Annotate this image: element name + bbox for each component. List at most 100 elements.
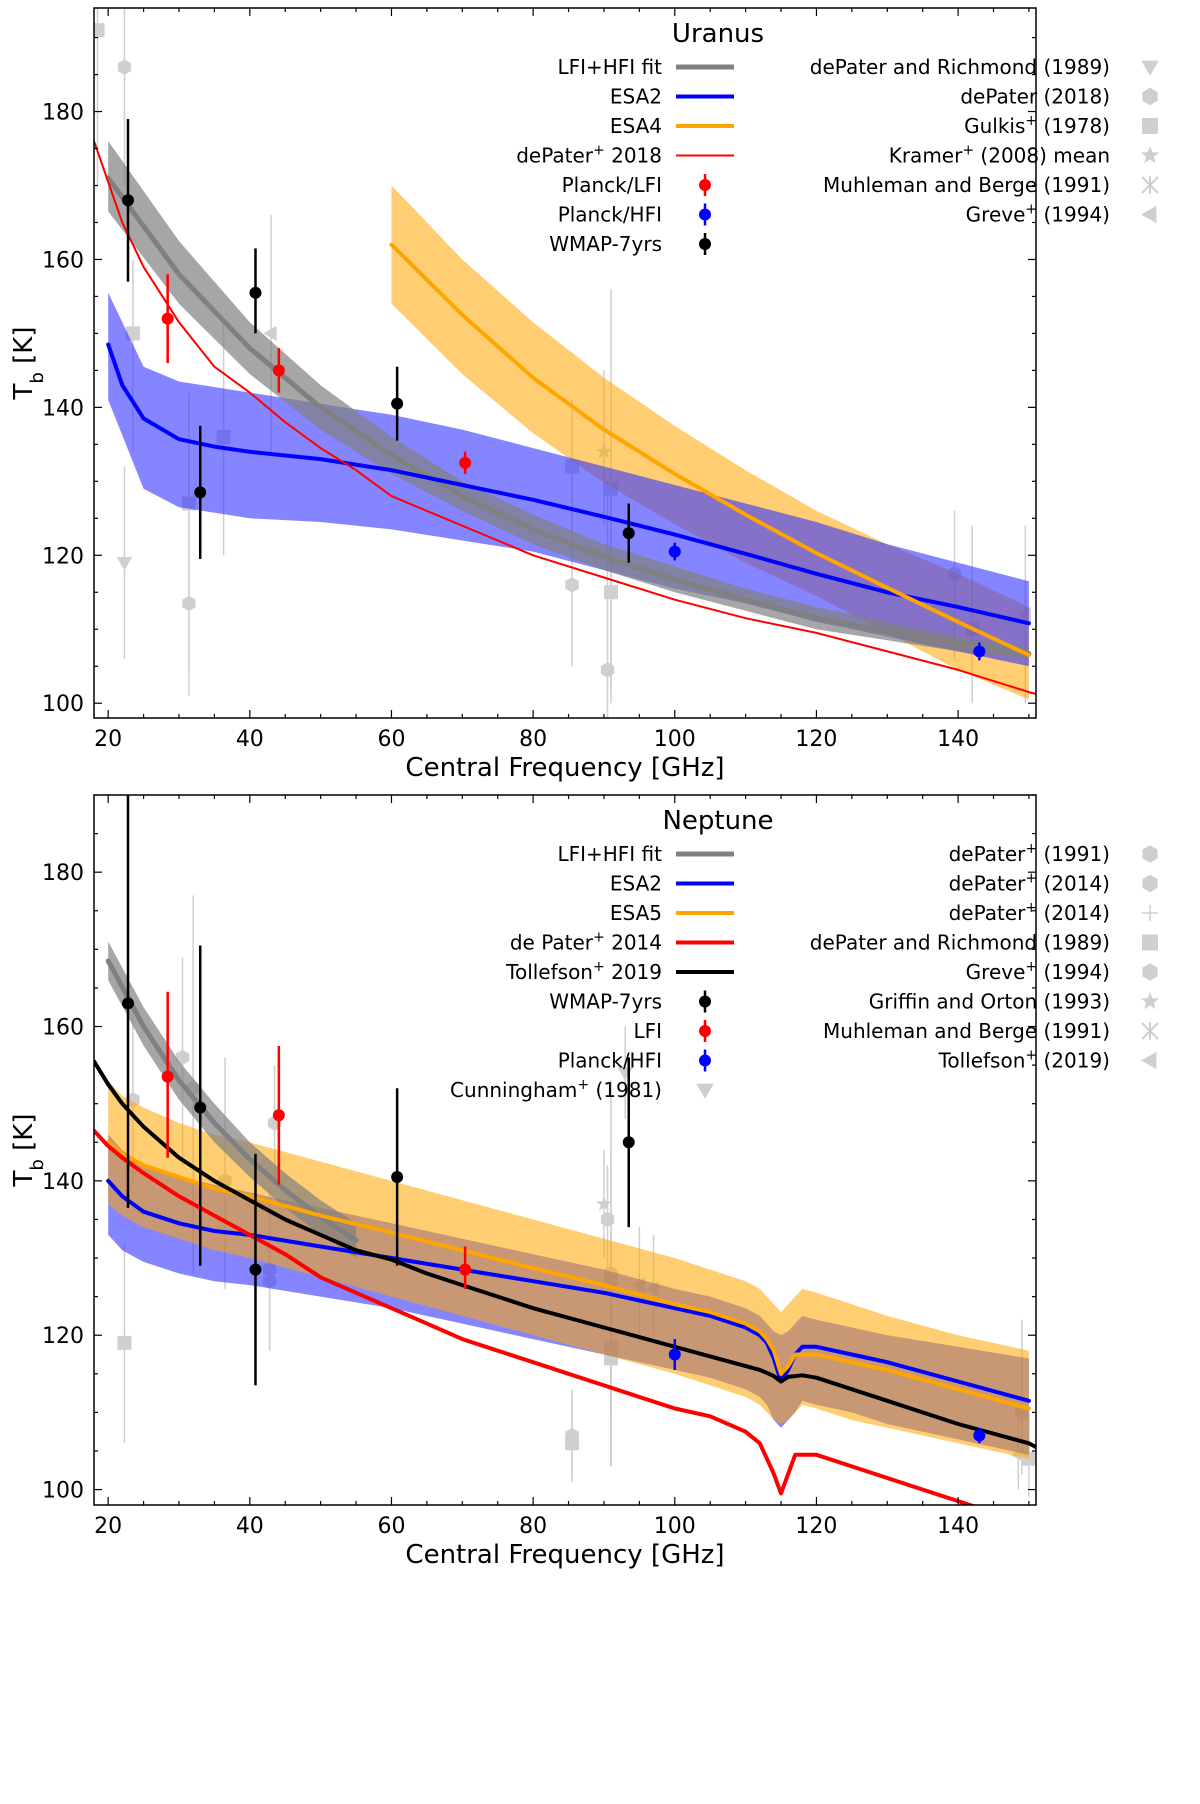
data-point: [121, 997, 134, 1010]
legend-label: Tollefson+ (2019): [938, 1048, 1110, 1073]
legend-label: dePater+ 2018: [516, 143, 662, 168]
panel-title: Neptune: [662, 806, 773, 836]
literature-point-tri-down: [116, 557, 133, 571]
x-tick-label: 120: [795, 1514, 837, 1539]
data-point: [973, 1429, 986, 1442]
legend-item-planck-hfi: Planck/HFI: [558, 203, 711, 227]
legend-swatch-point: [699, 1025, 711, 1037]
x-tick-label: 140: [937, 1514, 979, 1539]
literature-point-hex: [600, 662, 615, 678]
superscript-plus: +: [962, 143, 974, 159]
legend-item-kramer-2008-mean: Kramer+ (2008) mean: [889, 143, 1160, 168]
y-tick-label: 140: [42, 396, 84, 421]
legend-item-greve-1994: Greve+ (1994): [966, 202, 1157, 227]
legend-item-cunningham-1981: Cunningham+ (1981): [450, 1077, 714, 1102]
legend-label: Greve+ (1994): [966, 202, 1110, 227]
legend-swatch-marker: [696, 1083, 714, 1099]
legend-item-esa5: ESA5: [610, 901, 734, 925]
legend-label: Planck/LFI: [562, 173, 662, 197]
x-tick-label: 60: [377, 727, 405, 752]
y-tick-label: 120: [42, 544, 84, 569]
legend-swatch-point: [699, 179, 711, 191]
legend-label: dePater+ (2014): [949, 900, 1110, 925]
superscript-plus: +: [1025, 959, 1037, 975]
data-point: [272, 1109, 285, 1122]
legend-swatch-point: [699, 1054, 711, 1067]
legend-item-depater-2014: dePater+ (2014): [949, 871, 1158, 896]
plot-frame: [93, 794, 1037, 1506]
data-point: [249, 286, 262, 299]
x-tick-label: 120: [795, 727, 837, 752]
plot-area: [94, 795, 1036, 1505]
legend-item-depater-2014: dePater+ (2014): [949, 900, 1158, 925]
legend-label: dePater+ (2014): [949, 871, 1110, 896]
legend-item-lfi-hfi-fit: LFI+HFI fit: [557, 842, 734, 866]
y-tick-label: 140: [42, 1170, 84, 1195]
literature-point-square: [117, 1335, 132, 1350]
legend-item-depater-2018: dePater (2018): [960, 85, 1158, 109]
legend-swatch-point: [699, 208, 711, 221]
series-tollefson-2019: [94, 1059, 1036, 1450]
legend-item-planck-lfi: Planck/LFI: [562, 173, 711, 197]
x-tick-label: 80: [519, 1514, 547, 1539]
ticks: [94, 794, 1036, 1505]
literature-point-square: [565, 1436, 580, 1451]
series-esa5: [106, 1140, 1031, 1411]
literature-point-tri-left: [263, 325, 277, 342]
legend-swatch-marker: [1142, 845, 1158, 863]
data-point: [272, 364, 285, 377]
series-lfi-hfi-fit: [105, 175, 1032, 657]
literature-point-hex: [600, 1211, 615, 1228]
y-tick-label: 100: [42, 1479, 84, 1504]
legend-swatch-marker: [1140, 991, 1160, 1010]
legend-swatch-marker: [1142, 905, 1158, 921]
data-point: [668, 545, 681, 558]
legend-label: Gulkis+ (1978): [964, 113, 1110, 138]
legend-label: Griffin and Orton (1993): [869, 990, 1110, 1014]
legend-item-esa2: ESA2: [610, 872, 734, 896]
legend-label: ESA2: [610, 872, 662, 896]
legend-item-wmap-7yrs: WMAP-7yrs: [549, 232, 711, 256]
legend-label: Kramer+ (2008) mean: [889, 143, 1110, 168]
errorbars-planck-hfi: [668, 542, 986, 661]
legend-left: LFI+HFI fit ESA2 ESA5 de Pater+ 2014 Tollefs…: [450, 842, 734, 1102]
legend-swatch-marker: [1141, 1051, 1157, 1070]
legend-label: dePater (2018): [960, 85, 1110, 109]
legend-swatch-marker: [1142, 963, 1158, 981]
y-axis-label: Tb [K]: [9, 327, 48, 401]
data-point: [161, 312, 174, 325]
literature-point-square: [125, 326, 140, 341]
superscript-plus: +: [1025, 113, 1037, 129]
x-tick-label: 20: [94, 727, 122, 752]
y-tick-label: 160: [42, 1016, 84, 1041]
data-point: [668, 1348, 681, 1361]
legend-label: LFI: [633, 1019, 662, 1043]
legend-swatch-point: [699, 995, 711, 1008]
superscript-plus: +: [593, 930, 605, 946]
errorbars-wmap-7yrs: [121, 795, 635, 1386]
data-point: [622, 527, 635, 540]
lfi-hfi-fit-band: [108, 141, 1029, 659]
y-tick-label: 180: [42, 101, 84, 126]
data-point: [391, 1171, 404, 1184]
superscript-plus: +: [1025, 1048, 1037, 1064]
panel-neptune: 20 40 60 80 100 120 140 100 120 140 160 180 Central …: [9, 794, 1160, 1570]
legend-item-muhleman-and-berge-1991: Muhleman and Berge (1991): [823, 173, 1159, 197]
x-tick-label: 60: [377, 1514, 405, 1539]
legend-left: LFI+HFI fit ESA2 ESA4 dePater+ 2018 Planck/L…: [516, 55, 734, 256]
legend-swatch-marker: [1142, 934, 1158, 951]
superscript-plus: +: [1025, 202, 1037, 218]
plot-area: [94, 8, 1036, 718]
legend-item-muhleman-and-berge-1991: Muhleman and Berge (1991): [823, 1019, 1159, 1043]
x-tick-label: 20: [94, 1514, 122, 1539]
legend-item-wmap-7yrs: WMAP-7yrs: [549, 990, 711, 1014]
y-tick-label: 100: [42, 692, 84, 717]
legend-item-depater-and-richmond-1989: dePater and Richmond (1989): [810, 55, 1159, 79]
y-label-symbol: T: [9, 1170, 39, 1187]
legend-swatch-marker: [1141, 60, 1159, 76]
legend-label: Planck/HFI: [558, 1049, 662, 1073]
legend-label: dePater and Richmond (1989): [810, 55, 1110, 79]
superscript-plus: +: [577, 1077, 589, 1093]
legend-item-greve-1994: Greve+ (1994): [966, 959, 1158, 984]
superscript-plus: +: [1025, 841, 1037, 857]
